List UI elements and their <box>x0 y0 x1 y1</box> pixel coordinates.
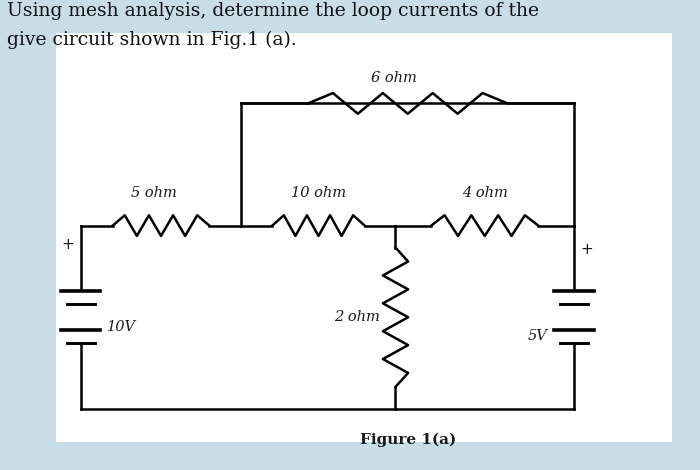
Text: 6 ohm: 6 ohm <box>371 70 416 85</box>
Text: 5V: 5V <box>528 329 547 343</box>
Text: Using mesh analysis, determine the loop currents of the: Using mesh analysis, determine the loop … <box>7 2 539 20</box>
Text: Figure 1(a): Figure 1(a) <box>360 432 456 447</box>
FancyBboxPatch shape <box>56 33 672 442</box>
Text: 4 ohm: 4 ohm <box>462 186 507 200</box>
Text: +: + <box>62 237 74 252</box>
Text: 10 ohm: 10 ohm <box>291 186 346 200</box>
Text: 5 ohm: 5 ohm <box>131 186 177 200</box>
Text: 2 ohm: 2 ohm <box>334 310 380 324</box>
Text: +: + <box>580 242 593 257</box>
Text: 10V: 10V <box>107 320 136 334</box>
Text: give circuit shown in Fig.1 (a).: give circuit shown in Fig.1 (a). <box>7 31 297 49</box>
